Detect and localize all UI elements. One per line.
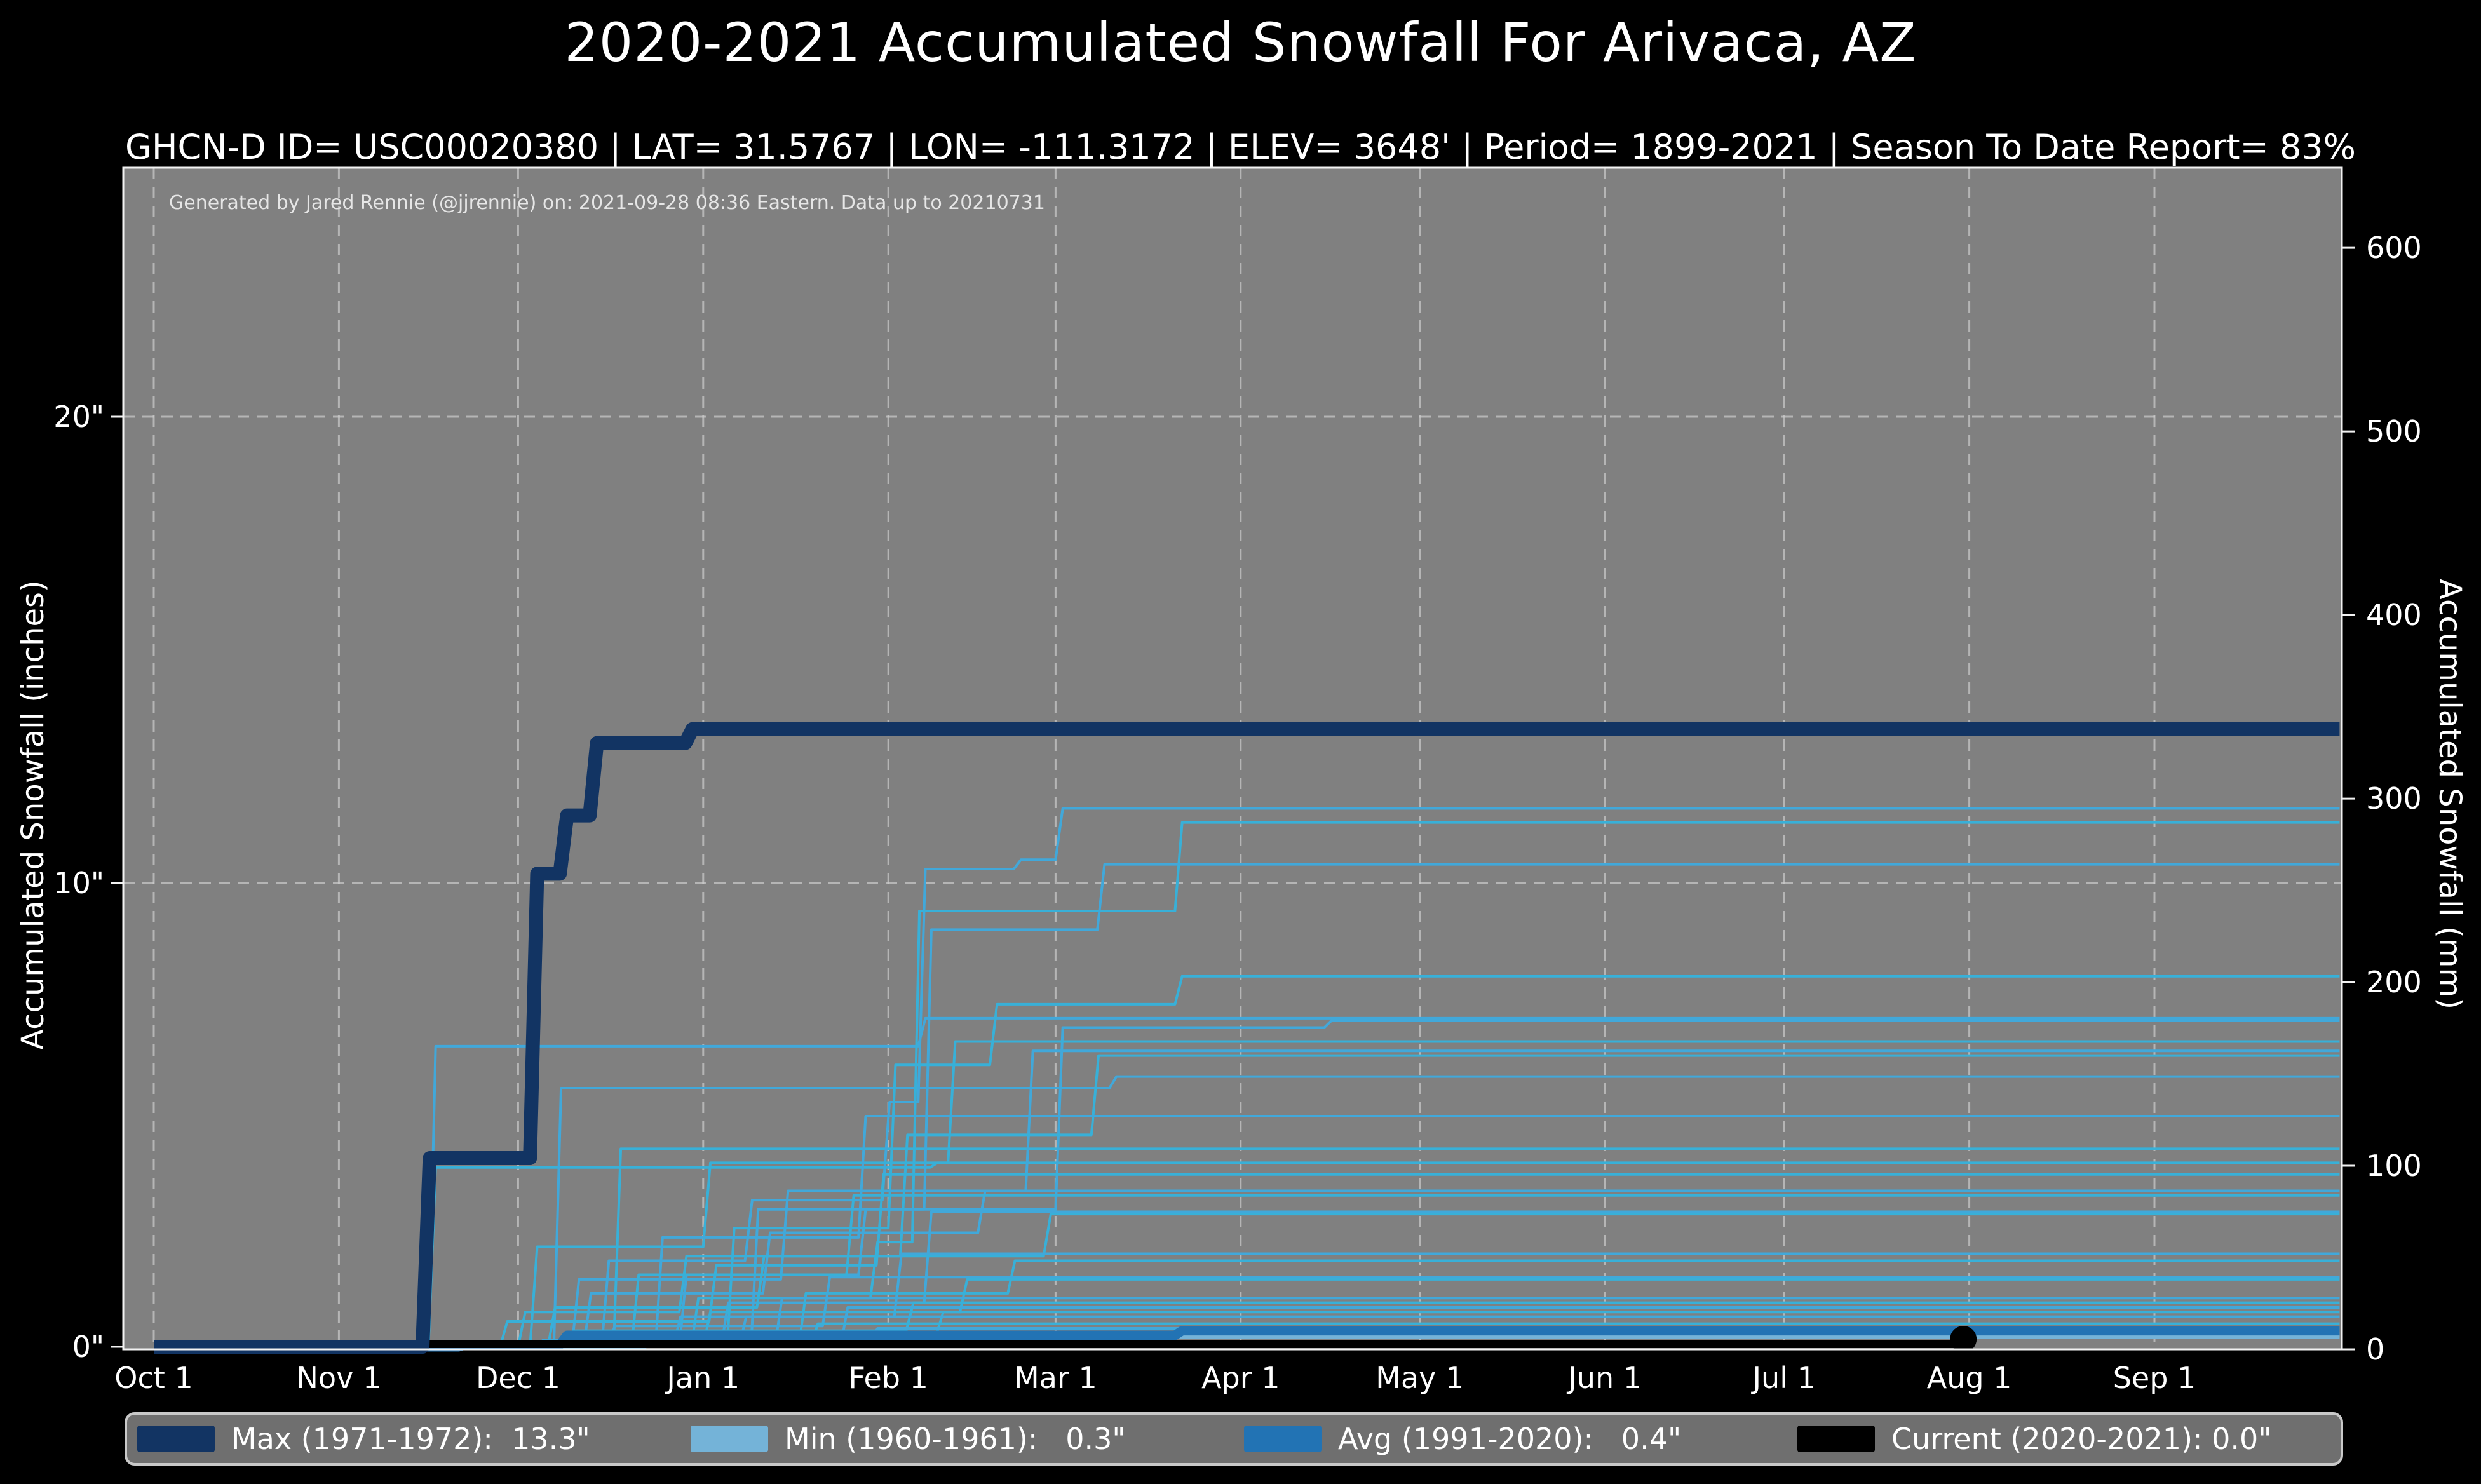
x-tick-label: Nov 1 bbox=[296, 1361, 382, 1395]
plot-background bbox=[123, 168, 2342, 1349]
legend-item-min: Min (1960-1961): 0.3" bbox=[680, 1422, 1234, 1456]
x-tick-label: Dec 1 bbox=[475, 1361, 560, 1395]
y-tick-label-mm: 100 bbox=[2366, 1149, 2422, 1184]
x-tick-label: Jun 1 bbox=[1568, 1361, 1642, 1395]
legend-swatch-current bbox=[1797, 1426, 1875, 1452]
x-tick-label: Oct 1 bbox=[114, 1361, 193, 1395]
legend: Max (1971-1972): 13.3" Min (1960-1961): 0… bbox=[125, 1412, 2343, 1466]
y-axis-label-mm: Accumulated Snowfall (mm) bbox=[2432, 579, 2468, 1009]
x-tick-label: Mar 1 bbox=[1014, 1361, 1097, 1395]
plot-border bbox=[122, 166, 2343, 1351]
legend-swatch-avg bbox=[1244, 1426, 1322, 1452]
legend-item-current: Current (2020-2021): 0.0" bbox=[1787, 1422, 2341, 1456]
historical-season-line bbox=[154, 1040, 2340, 1348]
legend-swatch-max bbox=[137, 1426, 215, 1452]
current-season-end-dot bbox=[1950, 1326, 1977, 1352]
x-tick-label: Feb 1 bbox=[848, 1361, 928, 1395]
legend-item-avg: Avg (1991-2020): 0.4" bbox=[1234, 1422, 1787, 1456]
x-tick-label: Jan 1 bbox=[666, 1361, 740, 1395]
legend-swatch-min bbox=[691, 1426, 768, 1452]
legend-item-max: Max (1971-1972): 13.3" bbox=[127, 1422, 680, 1456]
x-tick-label: Apr 1 bbox=[1201, 1361, 1280, 1395]
legend-label-max: Max (1971-1972): 13.3" bbox=[231, 1422, 590, 1456]
legend-label-min: Min (1960-1961): 0.3" bbox=[785, 1422, 1126, 1456]
y-tick-label-mm: 200 bbox=[2366, 965, 2422, 1000]
y-tick-label-mm: 500 bbox=[2366, 414, 2422, 449]
attribution-text: Generated by Jared Rennie (@jjrennie) on… bbox=[169, 192, 1045, 214]
station-metadata-subtitle: GHCN-D ID= USC00020380 | LAT= 31.5767 | … bbox=[125, 127, 2356, 167]
y-tick-label-inches: 0" bbox=[72, 1330, 104, 1364]
max-season-line bbox=[154, 722, 2340, 1354]
legend-label-current: Current (2020-2021): 0.0" bbox=[1891, 1422, 2272, 1456]
x-tick-label: Jul 1 bbox=[1752, 1361, 1816, 1395]
historical-season-line bbox=[154, 1019, 2340, 1348]
y-tick-label-inches: 10" bbox=[53, 866, 104, 900]
y-axis-label-inches: Accumulated Snowfall (inches) bbox=[15, 580, 51, 1050]
legend-label-avg: Avg (1991-2020): 0.4" bbox=[1338, 1422, 1682, 1456]
historical-season-line bbox=[154, 807, 2340, 1348]
y-tick-label-mm: 600 bbox=[2366, 231, 2422, 266]
page-title: 2020-2021 Accumulated Snowfall For Ariva… bbox=[564, 11, 1917, 74]
y-tick-label-inches: 20" bbox=[53, 400, 104, 434]
x-tick-label: Aug 1 bbox=[1926, 1361, 2012, 1395]
historical-season-line bbox=[154, 975, 2340, 1348]
x-tick-label: Sep 1 bbox=[2113, 1361, 2196, 1395]
y-tick-label-mm: 300 bbox=[2366, 781, 2422, 816]
x-tick-label: May 1 bbox=[1376, 1361, 1464, 1395]
y-tick-label-mm: 0 bbox=[2366, 1332, 2385, 1366]
y-tick-label-mm: 400 bbox=[2366, 598, 2422, 633]
